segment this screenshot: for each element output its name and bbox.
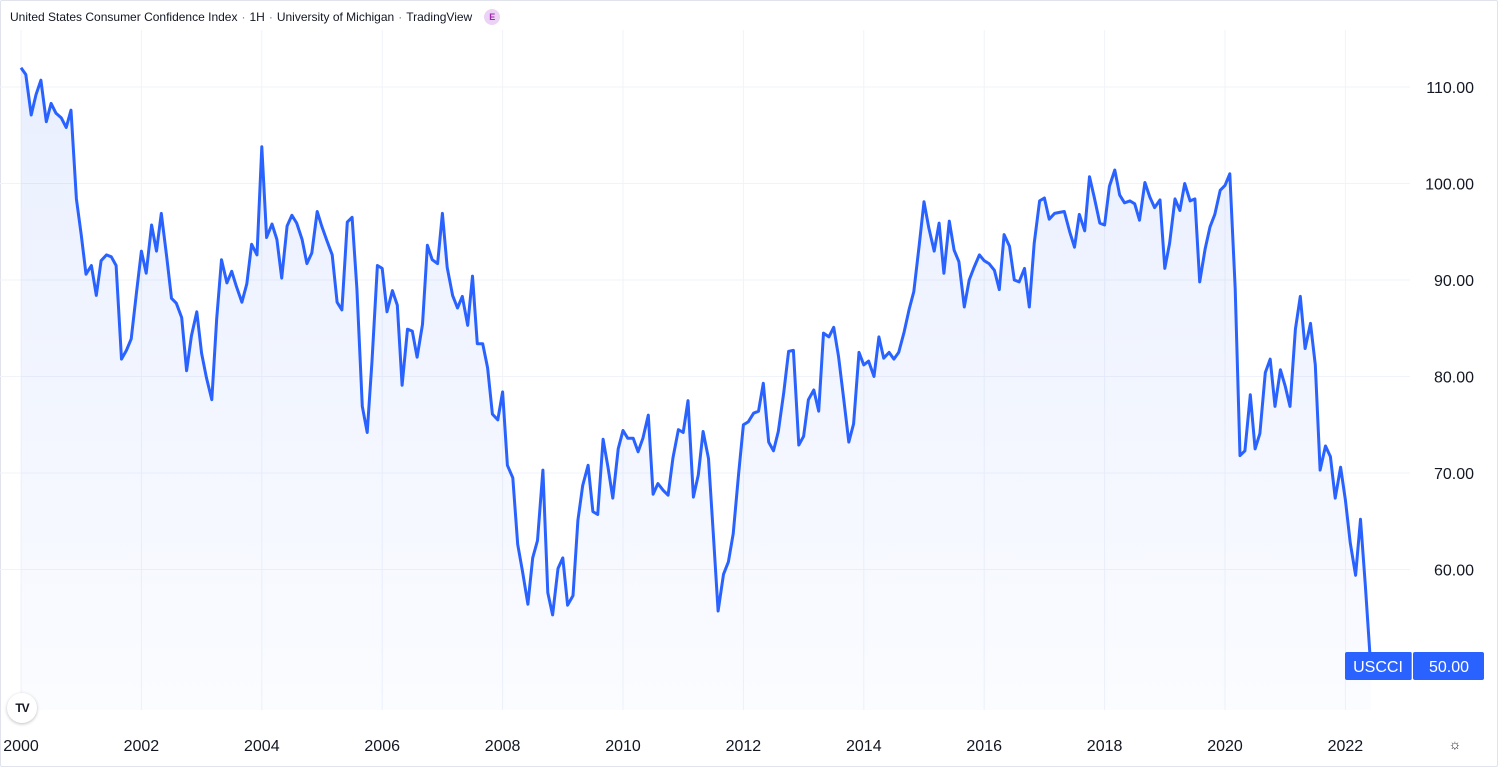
platform-label: TradingView [406, 10, 473, 24]
tradingview-logo-icon[interactable]: TV [7, 693, 37, 723]
x-tick-label: 2018 [1087, 738, 1123, 755]
events-badge[interactable]: E [484, 9, 501, 25]
y-tick-label: 90.00 [1434, 273, 1474, 290]
x-axis[interactable]: 2000 2002 2004 2006 2008 2010 2012 2014 2016 2018… [3, 738, 1363, 755]
y-tick-label: 60.00 [1434, 563, 1474, 580]
x-tick-label: 2000 [3, 738, 39, 755]
y-tick-label: 110.00 [1426, 80, 1474, 97]
x-tick-label: 2022 [1328, 738, 1364, 755]
y-tick-label: 100.00 [1425, 177, 1474, 194]
y-tick-label: 80.00 [1434, 370, 1474, 387]
x-tick-label: 2004 [244, 738, 280, 755]
x-tick-label: 2002 [124, 738, 160, 755]
chart-header: United States Consumer Confidence Index … [10, 9, 501, 25]
price-tag-symbol-bg [1345, 652, 1412, 680]
x-tick-label: 2014 [846, 738, 882, 755]
x-tick-label: 2016 [966, 738, 1002, 755]
settings-gear-icon[interactable]: ☼ [1448, 736, 1462, 752]
x-tick-label: 2010 [605, 738, 641, 755]
x-tick-label: 2008 [485, 738, 521, 755]
price-tag-value: 50.00 [1429, 659, 1469, 676]
x-tick-label: 2006 [364, 738, 400, 755]
interval-label[interactable]: 1H [249, 10, 265, 24]
separator: · [398, 10, 403, 24]
separator: · [268, 10, 273, 24]
series-line[interactable] [19, 66, 1373, 667]
price-tag-value-bg [1413, 652, 1484, 680]
y-axis[interactable]: 60.00 70.00 80.00 90.00 100.00 110.00 [1425, 80, 1474, 580]
source-label: University of Michigan [276, 10, 395, 24]
series-area [21, 67, 1371, 710]
x-tick-label: 2020 [1207, 738, 1243, 755]
symbol-title[interactable]: United States Consumer Confidence Index [10, 10, 238, 24]
x-tick-label: 2012 [726, 738, 762, 755]
separator: · [241, 10, 246, 24]
last-price-tag: USCCI 50.00 [1345, 652, 1484, 680]
y-tick-label: 70.00 [1434, 466, 1474, 483]
price-tag-symbol: USCCI [1353, 659, 1403, 676]
